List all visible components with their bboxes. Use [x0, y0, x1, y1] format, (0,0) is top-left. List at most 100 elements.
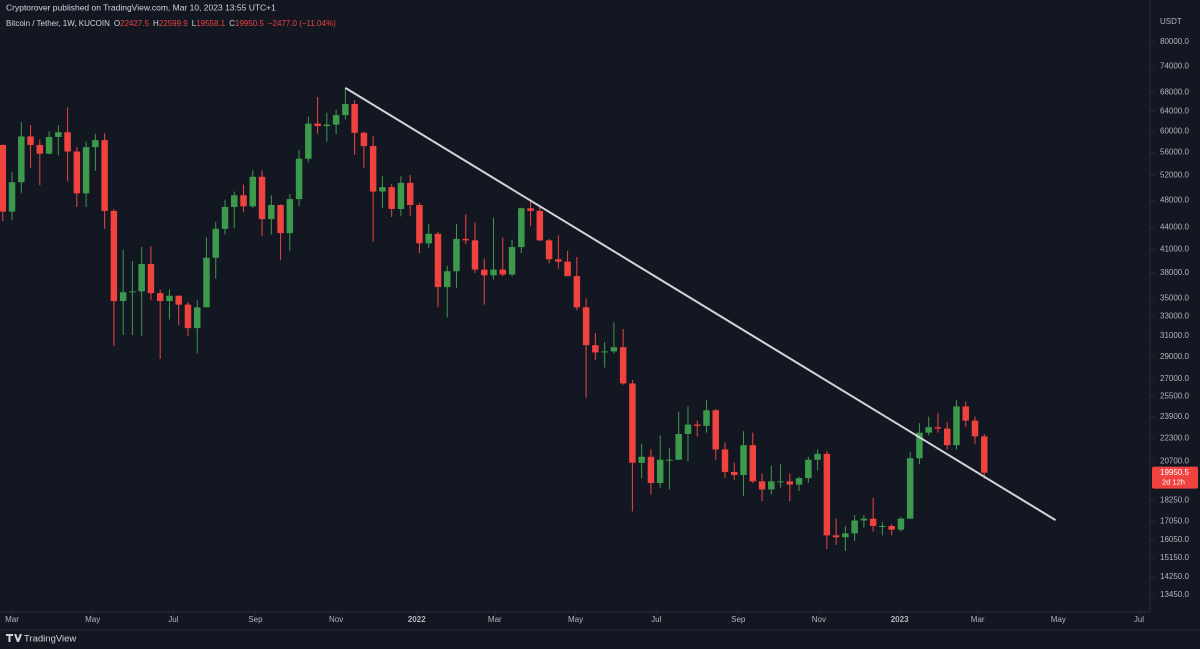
candle-body [638, 456, 645, 463]
candle-body [397, 182, 405, 209]
x-tick-label: Mar [5, 615, 19, 624]
candle-body [342, 104, 349, 116]
candle-body [740, 445, 747, 476]
y-tick-label: 56000.0 [1160, 148, 1189, 157]
candle-body [453, 238, 460, 272]
y-tick-label: 31000.0 [1160, 331, 1189, 340]
candle-body [832, 535, 840, 538]
candle-body [925, 427, 932, 433]
candle-body [18, 136, 25, 183]
countdown: 2d 12h [1162, 478, 1185, 487]
change-label: −2477.0 (−11.04%) [268, 19, 336, 28]
candle-body [277, 204, 284, 234]
candle-body [221, 206, 229, 229]
candle-body [462, 238, 469, 241]
x-tick-label: 2023 [891, 615, 909, 624]
candle-body [758, 481, 766, 490]
y-tick-label: 64000.0 [1160, 106, 1189, 115]
logo-mark [6, 634, 22, 642]
candle-body [508, 247, 516, 275]
candle-body [842, 533, 849, 538]
y-tick-label: 33000.0 [1160, 312, 1189, 321]
currency: USDT [1160, 17, 1182, 26]
x-tick-label: Nov [329, 615, 343, 624]
candle-body [805, 459, 812, 479]
candle-body [823, 453, 831, 536]
candle-body [268, 204, 275, 220]
candle-body [749, 445, 757, 482]
candle-body [675, 434, 682, 460]
candle-body [175, 295, 182, 305]
candle-body [693, 424, 701, 426]
candle-body [64, 132, 71, 152]
candle-body [731, 471, 738, 476]
y-tick-label: 68000.0 [1160, 88, 1189, 97]
y-tick-label: 48000.0 [1160, 196, 1189, 205]
y-tick-label: 74000.0 [1160, 61, 1189, 70]
candle-body [295, 158, 303, 200]
y-tick-label: 29000.0 [1160, 352, 1189, 361]
candle-body [786, 481, 794, 485]
candle-body [27, 136, 34, 145]
y-tick-label: 80000.0 [1160, 37, 1189, 46]
candle-body [499, 269, 507, 275]
candle-body [879, 525, 886, 527]
candle-body [110, 210, 118, 302]
x-tick-label: Jul [1134, 615, 1144, 624]
candle-body [0, 144, 7, 212]
x-tick-label: May [568, 615, 583, 624]
y-tick-label: 14250.0 [1160, 572, 1189, 581]
candle-body [962, 406, 969, 421]
x-tick-label: 2022 [408, 615, 426, 624]
candle-body [906, 458, 914, 519]
candle-body [360, 132, 368, 147]
candle-body [416, 204, 423, 244]
candle-body [101, 140, 108, 211]
candle-body [490, 269, 497, 276]
candle-body [425, 233, 432, 244]
trendline [344, 87, 1057, 521]
ohlc-value: 19950.5 [235, 19, 264, 28]
candle-body [916, 432, 923, 459]
candle-body [721, 449, 729, 472]
candle-body [610, 347, 618, 352]
candle-body [666, 459, 673, 461]
candle-body [156, 293, 164, 302]
candle-body [323, 124, 331, 127]
ohlc-value: 22427.5 [120, 19, 149, 28]
candle-body [119, 292, 127, 302]
y-tick-label: 22300.0 [1160, 433, 1189, 442]
candle-body [92, 140, 99, 148]
candle-body [203, 257, 210, 308]
candles [0, 87, 988, 551]
y-tick-label: 15150.0 [1160, 553, 1189, 562]
candle-body [332, 115, 340, 125]
y-tick-label: 13450.0 [1160, 590, 1189, 599]
candle-body [55, 132, 62, 137]
candle-body [129, 291, 136, 293]
candle-body [555, 259, 562, 262]
x-tick-label: Sep [731, 615, 746, 624]
price-tag [1152, 466, 1198, 489]
candle-body [564, 261, 571, 277]
x-tick-label: Nov [812, 615, 826, 624]
candle-body [305, 123, 312, 159]
candle-body [712, 410, 719, 450]
y-tick-label: 20700.0 [1160, 456, 1189, 465]
candle-body [193, 307, 201, 329]
candle-body [286, 199, 294, 234]
brand-name: TradingView [24, 634, 76, 645]
x-tick-label: May [1051, 615, 1066, 624]
candle-body [981, 436, 988, 473]
x-tick-label: Mar [971, 615, 985, 624]
candle-body [249, 176, 257, 207]
candle-body [369, 146, 377, 192]
candle-body [231, 195, 238, 207]
candle-body [481, 269, 488, 276]
y-tick-label: 27000.0 [1160, 374, 1189, 383]
candle-body [601, 351, 608, 353]
x-tick-label: Jul [651, 615, 661, 624]
